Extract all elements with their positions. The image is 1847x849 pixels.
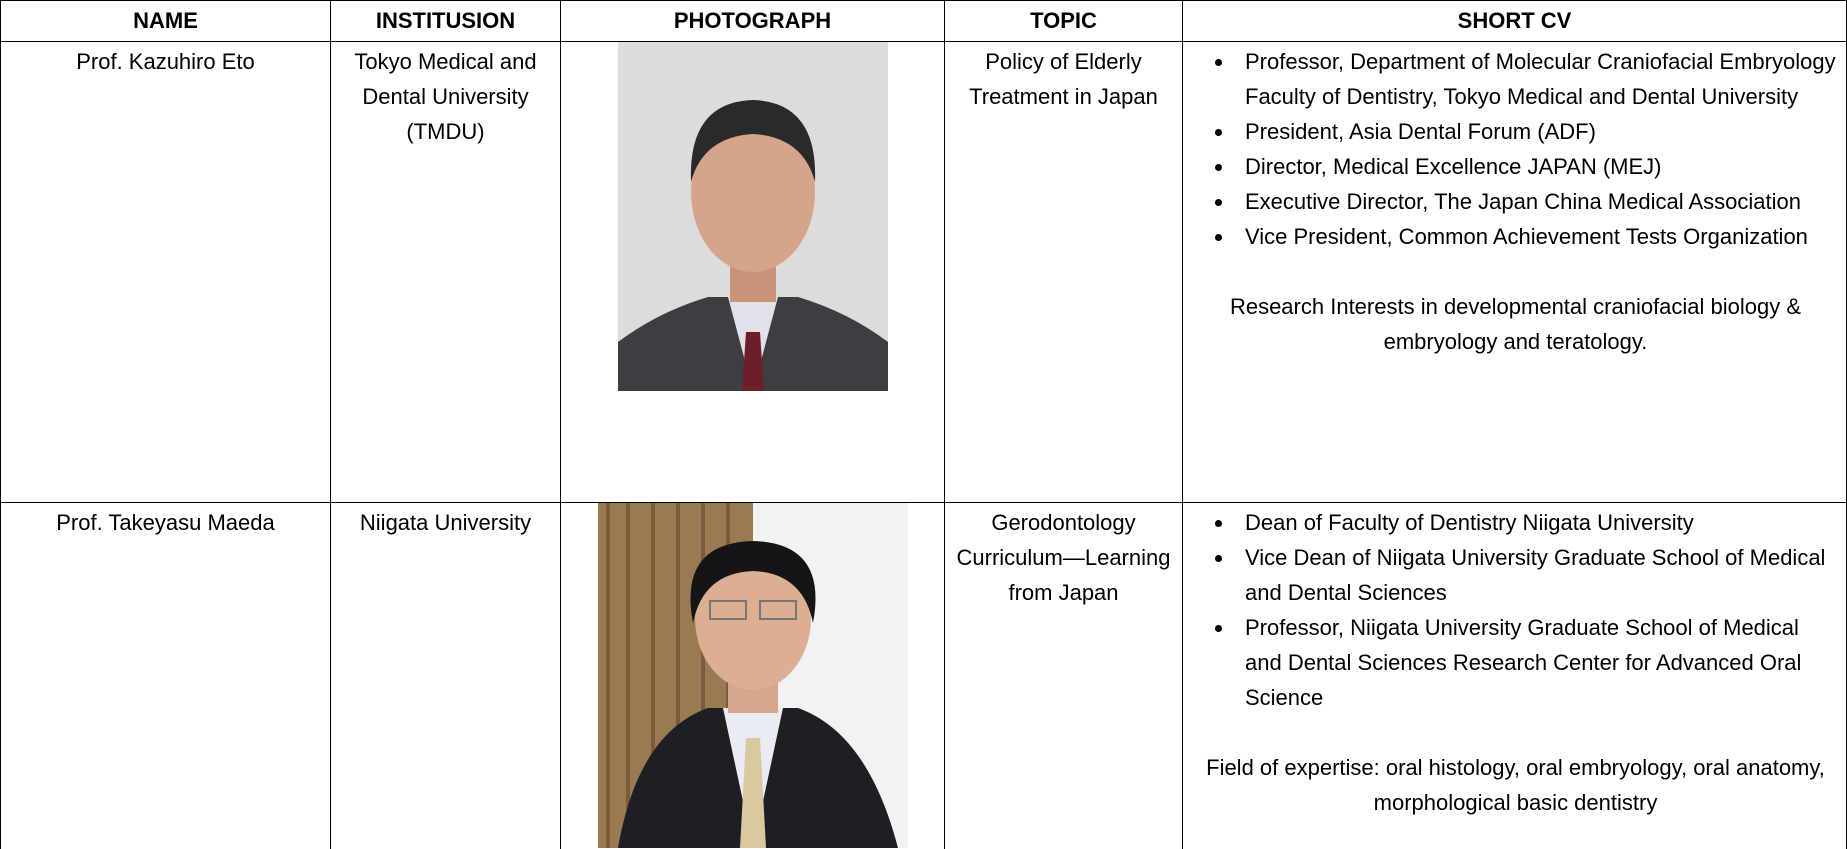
photo-cell	[560, 502, 945, 849]
cv-list: Dean of Faculty of Dentistry Niigata Uni…	[1193, 505, 1838, 715]
cv-note: Research Interests in developmental cran…	[1229, 294, 1802, 354]
cv-item: President, Asia Dental Forum (ADF)	[1235, 114, 1838, 149]
cv-item: Dean of Faculty of Dentistry Niigata Uni…	[1235, 505, 1838, 540]
header-cell: PHOTOGRAPH	[560, 0, 945, 42]
cv-item: Professor, Department of Molecular Crani…	[1235, 44, 1838, 114]
cv-cell: Professor, Department of Molecular Crani…	[1182, 41, 1847, 503]
cv-item: Vice President, Common Achievement Tests…	[1235, 219, 1838, 254]
topic-cell: Policy of Elderly Treatment in Japan	[944, 41, 1183, 503]
header-cell: NAME	[0, 0, 331, 42]
cv-list: Professor, Department of Molecular Crani…	[1193, 44, 1838, 254]
row: Prof. Kazuhiro Eto Tokyo Medical and Den…	[0, 41, 1847, 503]
institution-cell: Niigata University	[330, 502, 561, 849]
header-cell: INSTITUSION	[330, 0, 561, 42]
header-row: NAME INSTITUSION PHOTOGRAPH TOPIC SHORT …	[0, 0, 1847, 42]
header-cell: SHORT CV	[1182, 0, 1847, 42]
topic-cell: Gerodontology Curriculum—Learning from J…	[944, 502, 1183, 849]
cv-cell: Dean of Faculty of Dentistry Niigata Uni…	[1182, 502, 1847, 849]
cv-item: Executive Director, The Japan China Medi…	[1235, 184, 1838, 219]
institution-cell: Tokyo Medical and Dental University (TMD…	[330, 41, 561, 503]
row: Prof. Takeyasu Maeda Niigata University …	[0, 502, 1847, 849]
header-cell: TOPIC	[944, 0, 1183, 42]
cv-item: Director, Medical Excellence JAPAN (MEJ)	[1235, 149, 1838, 184]
cv-item: Professor, Niigata University Graduate S…	[1235, 610, 1838, 715]
name-cell: Prof. Kazuhiro Eto	[0, 41, 331, 503]
name-cell: Prof. Takeyasu Maeda	[0, 502, 331, 849]
cv-item: Vice Dean of Niigata University Graduate…	[1235, 540, 1838, 610]
cv-note: Field of expertise: oral histology, oral…	[1206, 755, 1825, 815]
photo	[597, 503, 908, 848]
photo	[617, 42, 888, 391]
photo-cell	[560, 41, 945, 503]
